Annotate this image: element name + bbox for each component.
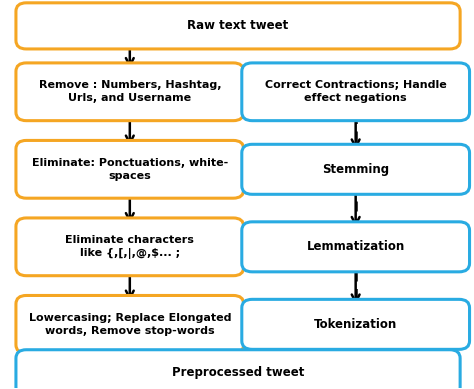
Text: Tokenization: Tokenization (314, 318, 397, 331)
FancyBboxPatch shape (16, 63, 244, 121)
Text: Correct Contractions; Handle
effect negations: Correct Contractions; Handle effect nega… (265, 81, 447, 103)
Text: Lowercasing; Replace Elongated
words, Remove stop-words: Lowercasing; Replace Elongated words, Re… (28, 313, 231, 336)
FancyBboxPatch shape (16, 296, 244, 353)
FancyBboxPatch shape (16, 140, 244, 198)
FancyBboxPatch shape (242, 222, 470, 272)
FancyBboxPatch shape (242, 63, 470, 121)
FancyBboxPatch shape (16, 3, 460, 49)
Text: Remove : Numbers, Hashtag,
Urls, and Username: Remove : Numbers, Hashtag, Urls, and Use… (38, 81, 221, 103)
FancyBboxPatch shape (16, 218, 244, 276)
Text: Stemming: Stemming (322, 163, 389, 176)
Text: Eliminate: Ponctuations, white-
spaces: Eliminate: Ponctuations, white- spaces (32, 158, 228, 181)
Text: Lemmatization: Lemmatization (307, 240, 405, 253)
FancyBboxPatch shape (242, 300, 470, 349)
FancyBboxPatch shape (242, 144, 470, 194)
Text: Eliminate characters
like {,[,|,@,$... ;: Eliminate characters like {,[,|,@,$... ; (65, 235, 194, 259)
Text: Preprocessed tweet: Preprocessed tweet (172, 366, 304, 379)
FancyBboxPatch shape (16, 350, 460, 389)
Text: Raw text tweet: Raw text tweet (187, 19, 289, 32)
